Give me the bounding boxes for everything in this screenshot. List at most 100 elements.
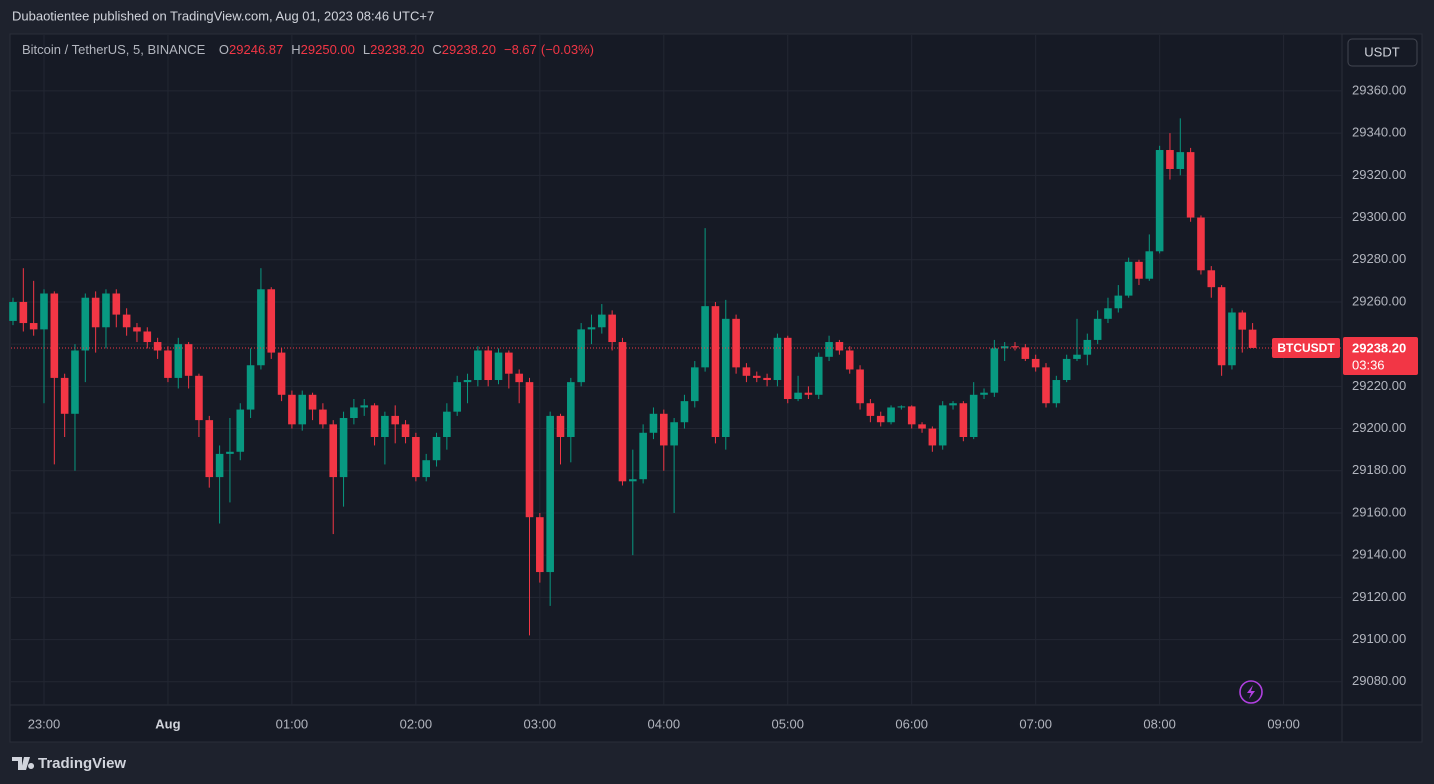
candle-body (1197, 217, 1205, 271)
candle-body (1062, 358, 1071, 381)
candle-body (732, 318, 740, 368)
candle-body (174, 344, 183, 378)
candle-body (866, 403, 875, 416)
candle-body (143, 331, 152, 343)
lightning-bolt (1247, 685, 1255, 699)
candle-body (1104, 308, 1112, 319)
candle-body (515, 373, 523, 383)
candle-body (959, 403, 968, 437)
price-badge-label: 29238.20 (1352, 340, 1406, 355)
candle-body (845, 350, 854, 370)
y-tick-label: 29320.00 (1352, 167, 1406, 182)
candle-body (1207, 270, 1216, 288)
candle-body (567, 382, 575, 437)
y-tick-label: 29180.00 (1352, 462, 1406, 477)
candle-body (484, 350, 492, 381)
x-tick-label: 07:00 (1019, 716, 1052, 731)
candle-body (422, 460, 430, 478)
candle-body (711, 306, 720, 437)
candle-body (236, 409, 245, 452)
candle-body (164, 350, 172, 378)
candle-body (639, 432, 647, 480)
countdown-label: 03:36 (1352, 357, 1385, 372)
currency-button[interactable] (1347, 38, 1418, 67)
y-tick-label: 29220.00 (1352, 378, 1406, 393)
candle-body (649, 413, 658, 433)
currency-label[interactable]: USDT (1364, 44, 1399, 59)
x-tick-label: 06:00 (895, 716, 928, 731)
candle-body (598, 314, 606, 328)
candle-body (288, 394, 296, 425)
candle-body (443, 411, 451, 437)
candle-body (277, 352, 286, 395)
candle-body (19, 301, 28, 324)
candle-body (536, 517, 544, 573)
candle-body (360, 405, 369, 408)
candle-body (690, 367, 699, 402)
candle-body (412, 437, 420, 478)
candles (9, 118, 1257, 636)
candle-body (298, 394, 307, 425)
candle-body (773, 337, 782, 381)
candle-body (949, 403, 957, 406)
y-tick-label: 29100.00 (1352, 631, 1406, 646)
candle-body (1166, 150, 1174, 169)
publish-header: Dubaotientee published on TradingView.co… (12, 8, 434, 23)
legend-value: 29250.00 (301, 42, 355, 57)
candle-body (721, 318, 730, 437)
candle-body (990, 348, 999, 393)
y-tick-label: 29280.00 (1352, 251, 1406, 266)
candle-body (1073, 354, 1081, 359)
candle-body (9, 301, 17, 321)
candle-body (463, 380, 472, 383)
candle-body (1021, 347, 1030, 359)
candle-body (587, 327, 596, 330)
candle-body (133, 327, 141, 332)
candle-body (370, 405, 379, 437)
candle-body (215, 453, 224, 478)
candle-body (742, 367, 751, 376)
candle-body (1000, 346, 1009, 349)
candle-body (1083, 339, 1092, 355)
candle-body (432, 437, 441, 461)
candle-body (907, 406, 916, 425)
candle-body (391, 415, 400, 425)
candle-body (184, 344, 193, 376)
candle-body (825, 342, 833, 357)
candle-body (1042, 367, 1050, 404)
candle-body (381, 415, 389, 437)
candle-body (659, 413, 668, 446)
candle-body (1052, 380, 1061, 404)
candle-body (257, 289, 265, 366)
candle-body (91, 297, 100, 328)
candle-body (969, 394, 978, 437)
candle-body (1248, 329, 1257, 348)
candle-body (752, 375, 761, 378)
symbol-title: Bitcoin / TetherUS, 5, BINANCE (22, 42, 206, 57)
legend-key: H (291, 42, 300, 57)
x-tick-label: 23:00 (28, 716, 61, 731)
x-tick-label: 09:00 (1267, 716, 1300, 731)
candle-body (350, 407, 358, 419)
candle-body (856, 369, 864, 404)
candle-body (887, 407, 895, 423)
candle-body (60, 377, 69, 414)
candle-body (71, 350, 79, 414)
candle-body (1124, 261, 1133, 296)
candle-body (1114, 295, 1123, 309)
y-tick-label: 29140.00 (1352, 547, 1406, 562)
candle-body (267, 289, 276, 353)
footer-brand: TradingView (38, 755, 126, 772)
y-tick-label: 29160.00 (1352, 504, 1406, 519)
price-badge (1343, 336, 1418, 375)
x-tick-label: 04:00 (648, 716, 681, 731)
lightning-icon[interactable] (1239, 680, 1263, 704)
x-tick-label: 02:00 (400, 716, 433, 731)
candle-body (814, 356, 823, 395)
candle-body (897, 406, 906, 408)
candle-body (1011, 346, 1019, 348)
candle-body (308, 394, 317, 410)
symbol-badge (1272, 337, 1340, 358)
candle-body (876, 415, 885, 423)
